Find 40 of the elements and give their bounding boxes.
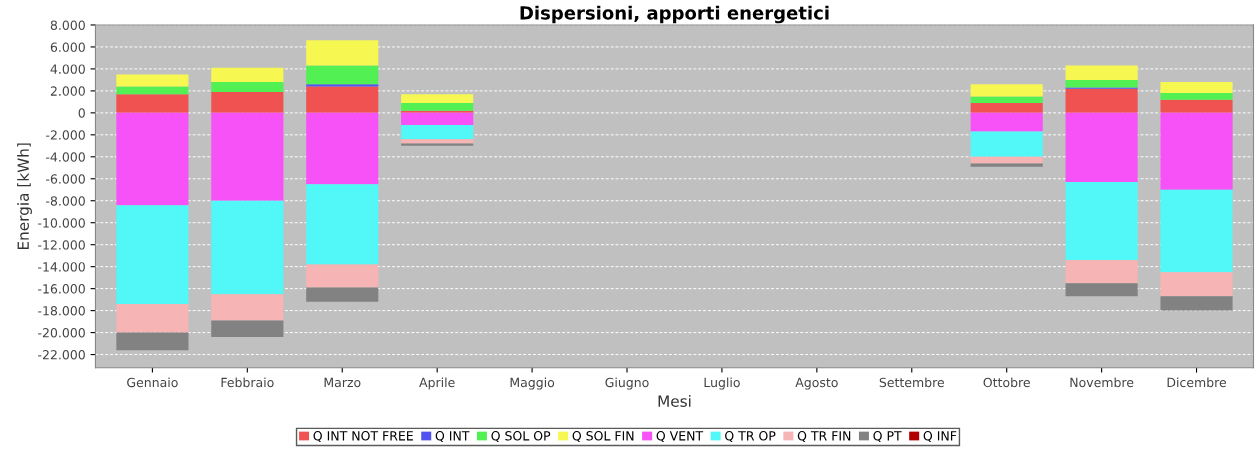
- y-tick-label: -20.000: [38, 328, 85, 338]
- legend-label: Q INT: [435, 431, 470, 442]
- x-tick-label: Gennaio: [127, 377, 178, 388]
- y-tick-label: -8.000: [46, 196, 85, 206]
- x-tick-label: Giugno: [605, 377, 649, 390]
- x-tick-label: Maggio: [510, 377, 555, 390]
- y-tick-label: -10.000: [38, 218, 85, 228]
- x-axis-title: Mesi: [658, 395, 691, 407]
- x-tick-label: Luglio: [704, 377, 740, 390]
- x-tick-label: Dicembre: [1167, 377, 1227, 388]
- x-tick-label: Novembre: [1070, 377, 1134, 388]
- y-tick-label: -18.000: [38, 306, 85, 316]
- y-tick-label: 6.000: [50, 42, 85, 52]
- y-tick-label: -6.000: [46, 174, 85, 184]
- x-tick-label: Ottobre: [983, 377, 1030, 388]
- y-tick-label: 0: [78, 108, 85, 118]
- legend-label: Q TR OP: [725, 431, 776, 442]
- x-tick-label: Marzo: [324, 377, 361, 388]
- y-tick-label: -4.000: [46, 152, 85, 162]
- x-tick-label: Aprile: [419, 377, 455, 390]
- legend-label: Q TR FIN: [797, 431, 851, 442]
- legend-label: Q PT: [873, 431, 902, 442]
- x-tick-label: Agosto: [795, 377, 838, 390]
- y-tick-label: -14.000: [38, 262, 85, 272]
- y-tick-label: -12.000: [38, 240, 85, 250]
- legend-label: Q INF: [923, 431, 957, 442]
- y-tick-label: -2.000: [46, 130, 85, 140]
- y-axis-title: Energia [kWh]: [17, 143, 32, 250]
- y-tick-label: 4.000: [50, 64, 85, 74]
- y-tick-label: -16.000: [38, 284, 85, 294]
- legend-label: Q INT NOT FREE: [313, 431, 413, 442]
- legend-label: Q VENT: [656, 431, 704, 442]
- x-tick-label: Febbraio: [221, 377, 274, 388]
- x-tick-label: Settembre: [879, 377, 944, 388]
- legend-label: Q SOL FIN: [572, 431, 634, 442]
- y-tick-label: 2.000: [50, 86, 85, 96]
- y-tick-label: 8.000: [50, 20, 85, 30]
- chart-title: Dispersioni, apporti energetici: [520, 5, 829, 24]
- legend-label: Q SOL OP: [491, 431, 551, 442]
- y-tick-label: -22.000: [38, 350, 85, 360]
